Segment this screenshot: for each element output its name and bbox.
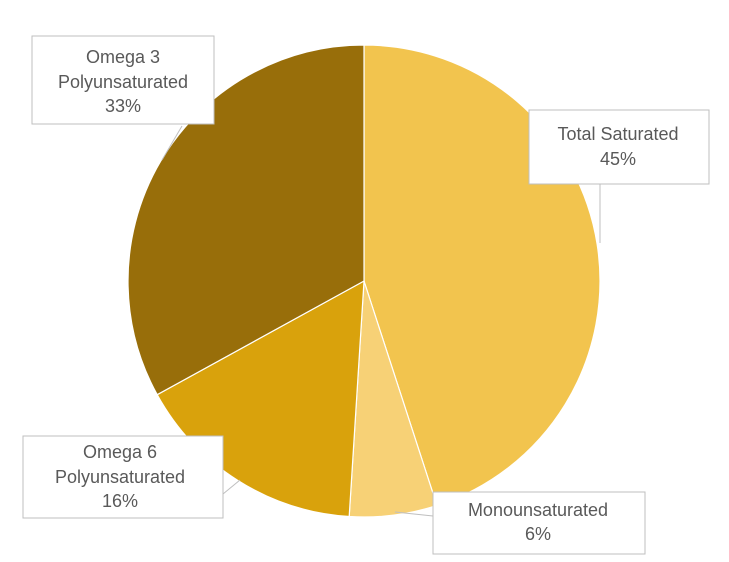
callout-percent: 6% — [525, 524, 551, 544]
callout-monounsaturated: Monounsaturated 6% — [432, 491, 646, 555]
callouts: Total Saturated 45% Monounsaturated 6% Omega… — [22, 35, 710, 555]
callout-label-line1: Monounsaturated — [468, 500, 608, 520]
callout-leader-omega-6-polyunsaturated — [222, 479, 241, 495]
callout-label-line1: Omega 6 — [83, 442, 157, 462]
callout-leaders — [161, 125, 601, 517]
pie-slice-omega-3-polyunsaturated — [127, 44, 365, 396]
callout-label-line1: Omega 3 — [86, 47, 160, 67]
callout-total-saturated: Total Saturated 45% — [528, 109, 710, 185]
callout-leader-omega-3-polyunsaturated — [161, 125, 183, 161]
callout-omega-3-polyunsaturated: Omega 3 Polyunsaturated 33% — [31, 35, 215, 125]
callout-label-line2: Polyunsaturated — [58, 72, 188, 92]
callout-box — [31, 35, 215, 125]
callout-percent: 33% — [105, 96, 141, 116]
callout-percent: 45% — [600, 149, 636, 169]
callout-box — [22, 435, 224, 519]
callout-box — [528, 109, 710, 185]
callout-leader-monounsaturated — [394, 511, 434, 517]
callout-box — [432, 491, 646, 555]
callout-label-line1: Total Saturated — [557, 124, 678, 144]
callout-label-line2: Polyunsaturated — [55, 467, 185, 487]
callout-percent: 16% — [102, 491, 138, 511]
callout-omega-6-polyunsaturated: Omega 6 Polyunsaturated 16% — [22, 435, 224, 519]
